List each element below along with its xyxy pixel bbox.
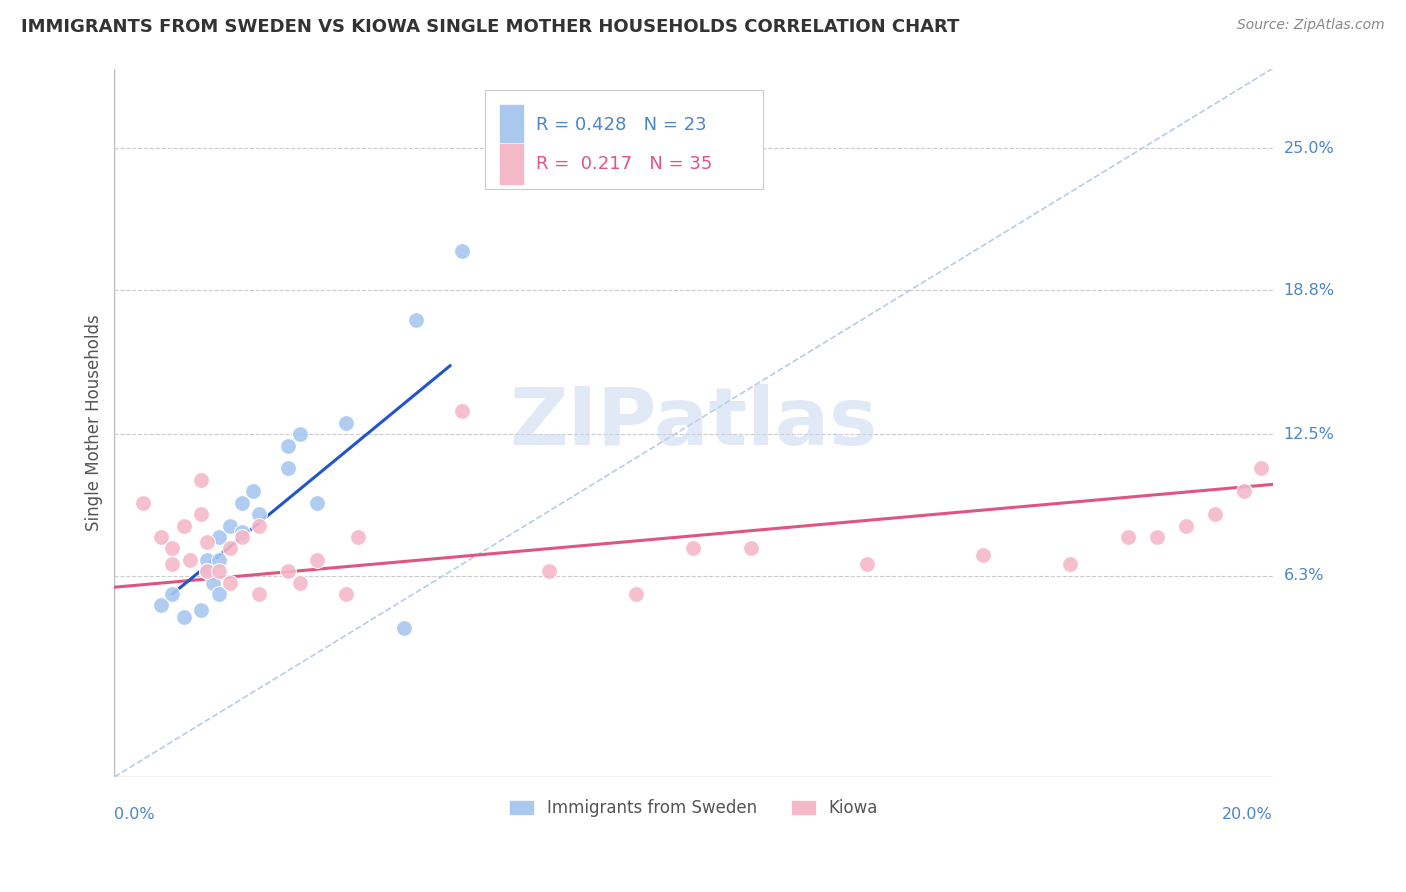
Point <box>208 587 231 601</box>
Point <box>195 564 218 578</box>
Point <box>277 461 299 475</box>
Point <box>162 541 184 556</box>
Point <box>277 438 299 452</box>
Point <box>537 564 560 578</box>
Point <box>190 473 212 487</box>
Text: IMMIGRANTS FROM SWEDEN VS KIOWA SINGLE MOTHER HOUSEHOLDS CORRELATION CHART: IMMIGRANTS FROM SWEDEN VS KIOWA SINGLE M… <box>21 18 959 36</box>
Point <box>1116 530 1139 544</box>
Point <box>219 518 242 533</box>
Point <box>1146 530 1168 544</box>
Point <box>740 541 762 556</box>
Point <box>247 587 270 601</box>
Point <box>624 587 647 601</box>
Legend: Immigrants from Sweden, Kiowa: Immigrants from Sweden, Kiowa <box>501 790 887 825</box>
Point <box>682 541 704 556</box>
Point <box>208 553 231 567</box>
Text: 20.0%: 20.0% <box>1222 807 1272 822</box>
Point <box>208 530 231 544</box>
Point <box>179 553 201 567</box>
Point <box>231 496 253 510</box>
Point <box>307 553 329 567</box>
Point <box>195 534 218 549</box>
Point <box>231 525 253 540</box>
Point <box>277 564 299 578</box>
Text: 6.3%: 6.3% <box>1284 568 1324 583</box>
Point <box>335 587 357 601</box>
Point <box>450 404 472 418</box>
Point <box>405 313 427 327</box>
Text: R =  0.217   N = 35: R = 0.217 N = 35 <box>536 155 713 173</box>
Point <box>242 484 264 499</box>
Point <box>307 496 329 510</box>
Point <box>392 621 415 635</box>
Point <box>149 530 172 544</box>
Point <box>247 507 270 521</box>
Point <box>335 416 357 430</box>
Point <box>1250 461 1272 475</box>
Bar <box>499 143 524 186</box>
Point <box>195 564 218 578</box>
Text: 0.0%: 0.0% <box>114 807 155 822</box>
Text: Source: ZipAtlas.com: Source: ZipAtlas.com <box>1237 18 1385 32</box>
Point <box>288 427 311 442</box>
Point <box>162 558 184 572</box>
Point <box>195 553 218 567</box>
Point <box>231 530 253 544</box>
Point <box>856 558 879 572</box>
Text: 25.0%: 25.0% <box>1284 141 1334 156</box>
Point <box>132 496 155 510</box>
Point <box>972 548 994 562</box>
Y-axis label: Single Mother Households: Single Mother Households <box>86 314 103 531</box>
Point <box>173 518 195 533</box>
Text: ZIPatlas: ZIPatlas <box>509 384 877 462</box>
Point <box>288 575 311 590</box>
Point <box>1059 558 1081 572</box>
Point <box>219 541 242 556</box>
Point <box>247 518 270 533</box>
Bar <box>499 104 524 146</box>
Point <box>219 575 242 590</box>
Point <box>1232 484 1254 499</box>
Point <box>190 603 212 617</box>
FancyBboxPatch shape <box>485 90 763 189</box>
Point <box>1204 507 1226 521</box>
Point <box>450 244 472 259</box>
Point <box>201 575 224 590</box>
Point <box>346 530 368 544</box>
Point <box>208 564 231 578</box>
Text: 18.8%: 18.8% <box>1284 283 1334 298</box>
Point <box>1174 518 1197 533</box>
Text: 12.5%: 12.5% <box>1284 426 1334 442</box>
Point <box>173 610 195 624</box>
Point <box>149 599 172 613</box>
Text: R = 0.428   N = 23: R = 0.428 N = 23 <box>536 116 707 134</box>
Point <box>190 507 212 521</box>
Point <box>162 587 184 601</box>
